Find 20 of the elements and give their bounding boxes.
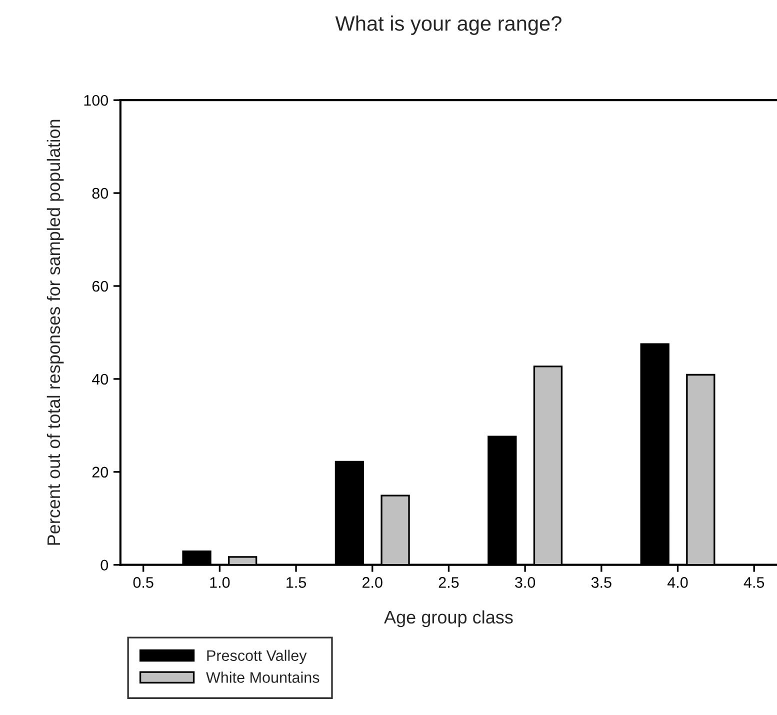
x-axis-title: Age group class xyxy=(384,610,513,628)
x-tick-label: 1.0 xyxy=(210,577,230,588)
x-tick-label: 4.0 xyxy=(667,577,688,588)
x-tick-label: 2.0 xyxy=(362,577,382,588)
legend-label: White Mountains xyxy=(206,672,320,683)
y-tick-label: 40 xyxy=(92,374,108,385)
y-tick-label: 20 xyxy=(92,466,108,478)
x-tick-label: 3.5 xyxy=(591,577,612,588)
x-tick-label: 2.5 xyxy=(438,577,459,588)
y-tick-label: 60 xyxy=(92,280,108,292)
y-tick-label: 80 xyxy=(92,188,108,199)
x-tick-label: 0.5 xyxy=(133,577,154,588)
chart-title: What is your age range? xyxy=(335,16,562,35)
legend-label: Prescott Valley xyxy=(207,650,307,664)
y-tick-label: 100 xyxy=(84,94,108,106)
y-tick-label: 0 xyxy=(100,560,108,571)
x-tick-label: 4.5 xyxy=(744,577,764,588)
x-tick-label: 3.0 xyxy=(515,577,536,588)
x-tick-label: 1.5 xyxy=(286,577,306,588)
y-axis-title: Percent out of total responses for sampled population xyxy=(46,120,64,545)
